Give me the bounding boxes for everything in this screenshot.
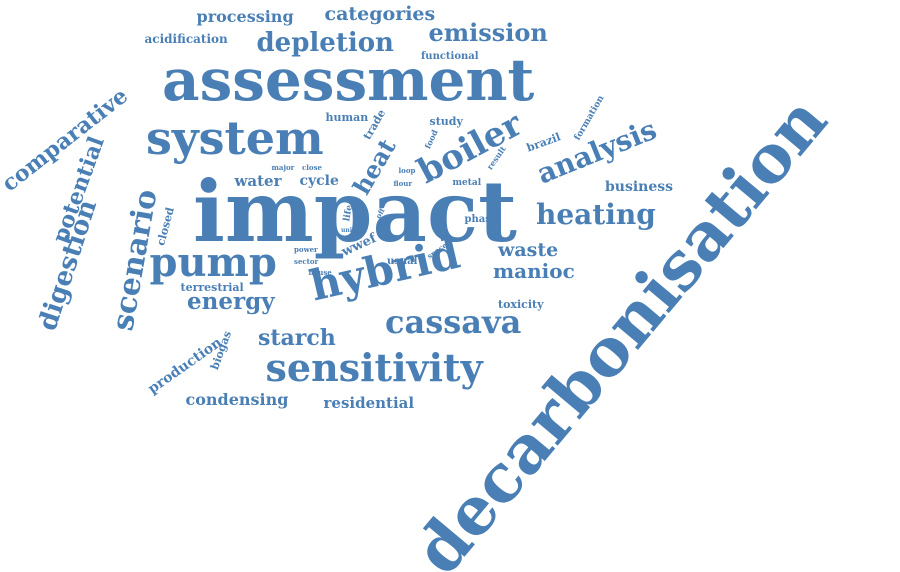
word: phase [464,214,498,225]
word: heating [536,198,656,231]
word: pump [149,239,277,286]
word: terrestrial [180,280,244,294]
word: processing [196,7,294,26]
word: acidification [144,32,228,46]
word: close [302,162,322,172]
word: energy [187,287,275,315]
word: functional [421,51,479,62]
word: sensitivity [265,345,483,390]
word: assessment [162,46,535,114]
word: house [308,267,332,277]
word: toxicity [498,297,544,311]
word: comparative [0,82,134,198]
word: system [146,111,324,165]
word: core [340,235,356,242]
word: usual [387,256,418,267]
word: condensing [185,390,289,409]
word: major [271,162,295,172]
word: study [429,114,463,128]
word: starch [258,325,336,351]
word: categories [324,2,436,25]
word: sector [294,256,319,266]
word: flour [393,178,413,188]
word: residential [323,393,415,412]
word: cycle [299,173,339,189]
word: loop [398,165,416,175]
word: power [294,244,318,254]
word: depletion [256,28,394,58]
word: water [234,171,282,190]
word: emission [428,18,548,47]
word: manioc [493,259,575,283]
word: impact [193,162,517,261]
word: unit [341,227,355,234]
word: business [605,179,674,195]
word: analysis [532,112,662,191]
word: cassava [385,303,522,341]
word: human [325,110,369,124]
word: metal [452,177,482,188]
word: waste [498,238,559,261]
